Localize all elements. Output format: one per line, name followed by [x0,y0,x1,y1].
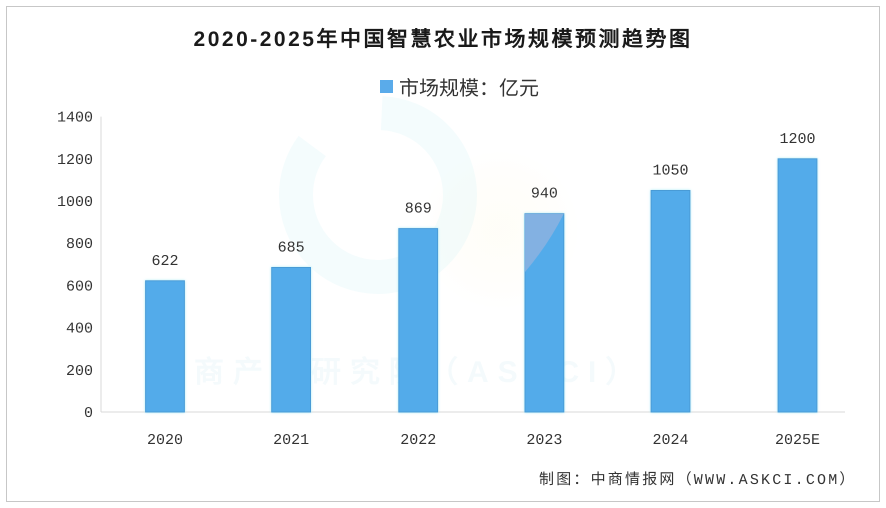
svg-text:600: 600 [66,278,93,295]
svg-text:2024: 2024 [652,432,688,449]
svg-text:400: 400 [66,321,93,338]
svg-text:2025E: 2025E [775,432,820,449]
svg-text:1200: 1200 [779,131,815,148]
svg-text:869: 869 [405,201,432,218]
svg-text:1200: 1200 [57,152,93,169]
svg-text:685: 685 [278,240,305,257]
svg-text:1000: 1000 [57,194,93,211]
svg-text:800: 800 [66,236,93,253]
svg-text:940: 940 [531,186,558,203]
svg-text:200: 200 [66,363,93,380]
svg-text:2023: 2023 [526,432,562,449]
svg-text:0: 0 [84,405,93,422]
svg-text:2022: 2022 [400,432,436,449]
svg-text:2021: 2021 [273,432,309,449]
svg-text:1400: 1400 [57,110,93,127]
svg-text:1050: 1050 [652,163,688,180]
svg-text:622: 622 [151,253,178,270]
svg-text:2020: 2020 [147,432,183,449]
